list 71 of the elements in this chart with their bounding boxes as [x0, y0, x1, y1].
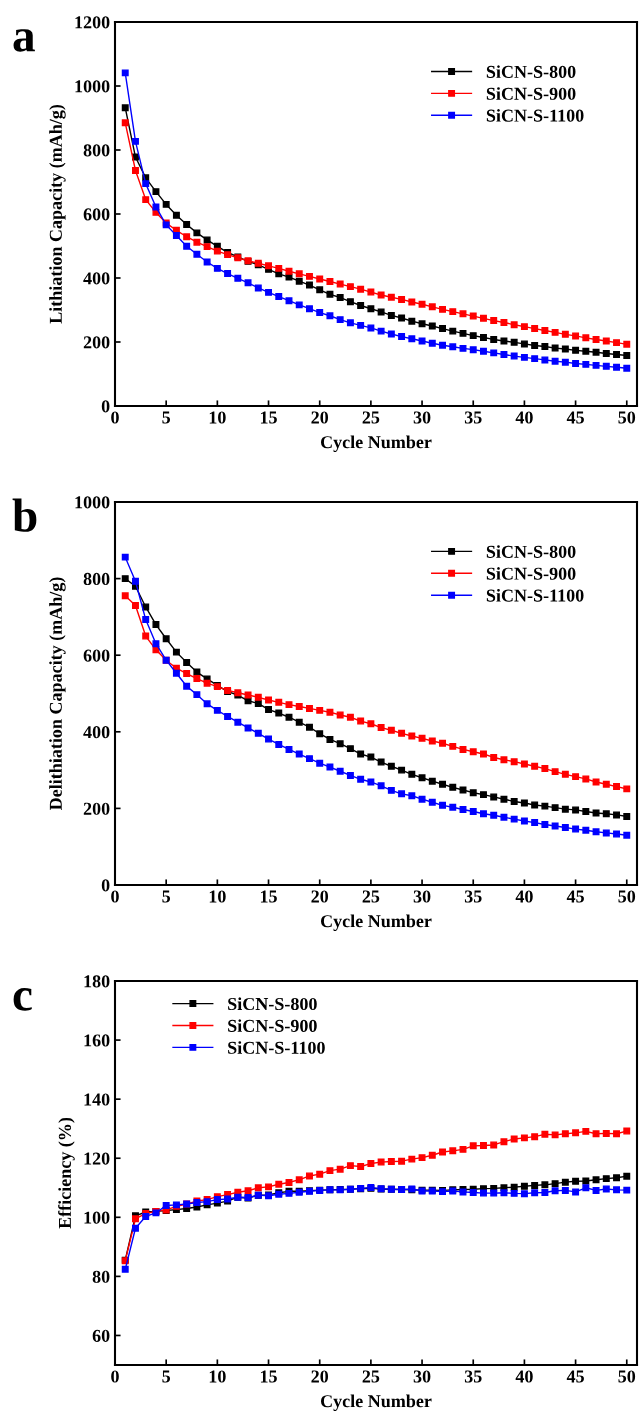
x-tick-label: 35 — [464, 411, 482, 424]
text: b — [12, 498, 37, 532]
y-tick-label: 0 — [101, 400, 110, 413]
x-axis-title: Cycle Number — [320, 435, 432, 452]
x-tick-label: 35 — [464, 1370, 482, 1383]
y-tick-label: 200 — [83, 802, 110, 815]
x-tick-label: 30 — [413, 411, 431, 424]
x-tick-label: 25 — [362, 411, 380, 424]
x-tick-label: 40 — [515, 1370, 533, 1383]
x-tick-label: 40 — [515, 411, 533, 424]
y-tick-label: 800 — [83, 144, 110, 157]
y-tick-label: 180 — [84, 975, 110, 988]
y-tick-label: 800 — [83, 572, 110, 586]
x-tick-label: 25 — [362, 890, 380, 903]
legend-label: SiCN-S-1100 — [228, 1041, 325, 1054]
legend-label: SiCN-S-800 — [228, 997, 317, 1011]
y-tick-label: 80 — [92, 1270, 110, 1283]
x-tick-label: 10 — [209, 411, 226, 424]
y-tick-label: 1000 — [75, 80, 110, 93]
x-tick-label: 0 — [111, 890, 119, 903]
legend-label: SiCN-S-900 — [486, 567, 576, 580]
y-tick-label: 0 — [101, 879, 110, 892]
x-tick-label: 20 — [311, 890, 329, 903]
legend-label: SiCN-S-1100 — [486, 588, 584, 602]
x-tick-label: 25 — [362, 1370, 380, 1383]
y-tick-label: 140 — [84, 1093, 110, 1106]
legend-label: SiCN-S-1100 — [486, 109, 584, 122]
y-tick-label: 400 — [83, 272, 110, 285]
y-tick-label: 160 — [84, 1034, 110, 1047]
x-tick-label: 30 — [413, 890, 431, 903]
y-tick-label: 1200 — [75, 16, 110, 29]
legend-label: SiCN-S-900 — [486, 87, 576, 100]
x-tick-label: 0 — [111, 1370, 119, 1383]
x-tick-label: 45 — [566, 411, 584, 424]
y-tick-label: 1000 — [75, 496, 110, 509]
x-tick-label: 15 — [260, 411, 277, 424]
x-tick-label: 45 — [566, 890, 584, 903]
y-tick-label: 200 — [83, 336, 110, 349]
x-tick-label: 10 — [209, 1370, 226, 1383]
legend-label: SiCN-S-900 — [228, 1019, 317, 1032]
x-tick-label: 5 — [162, 411, 171, 424]
y-axis-title: Delithiation Capacity (mAh/g) — [49, 577, 66, 811]
x-tick-label: 15 — [260, 890, 277, 903]
text: a — [13, 29, 35, 52]
x-tick-label: 50 — [618, 411, 636, 424]
x-tick-label: 5 — [162, 1370, 171, 1383]
x-tick-label: 15 — [260, 1370, 277, 1383]
y-tick-label: 120 — [84, 1152, 110, 1165]
x-tick-label: 20 — [311, 1370, 329, 1383]
y-tick-label: 400 — [83, 726, 110, 739]
x-tick-label: 45 — [566, 1370, 584, 1383]
x-tick-label: 35 — [464, 890, 482, 903]
x-tick-label: 30 — [413, 1370, 431, 1383]
x-tick-label: 0 — [111, 411, 119, 424]
x-axis-title: Cycle Number — [320, 1394, 432, 1411]
legend-label: SiCN-S-800 — [486, 65, 576, 78]
text: c — [13, 988, 32, 1011]
y-tick-label: 600 — [83, 208, 110, 221]
x-tick-label: 40 — [515, 890, 533, 903]
y-axis-title: Lithiation Capacity (mAh/g) — [49, 104, 66, 324]
y-tick-label: 600 — [83, 649, 110, 662]
y-tick-label: 100 — [84, 1211, 110, 1224]
x-tick-label: 10 — [209, 890, 226, 903]
y-axis-title: Efficiency (%) — [58, 1117, 75, 1229]
x-tick-label: 20 — [311, 411, 329, 424]
y-tick-label: 60 — [92, 1329, 110, 1342]
x-axis-title: Cycle Number — [320, 914, 432, 931]
x-tick-label: 50 — [618, 890, 636, 903]
legend-label: SiCN-S-800 — [486, 545, 576, 558]
x-tick-label: 50 — [618, 1370, 636, 1383]
x-tick-label: 5 — [162, 890, 171, 903]
